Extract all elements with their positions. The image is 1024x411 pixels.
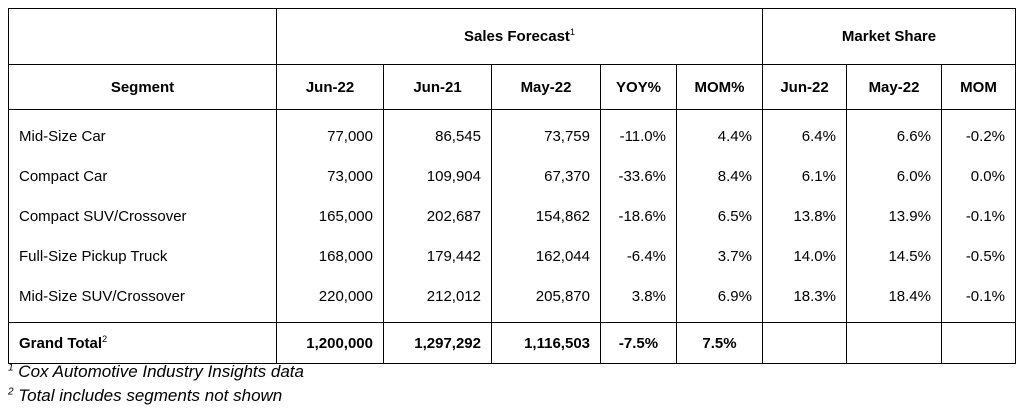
col-header-share-may22: May-22 <box>846 64 942 110</box>
footnote-2: 2 Total includes segments not shown <box>8 386 282 406</box>
value-cell: 109,904 <box>383 156 492 196</box>
footnote-1: 1 Cox Automotive Industry Insights data <box>8 362 304 382</box>
table-row: Compact Car 73,000 109,904 67,370 -33.6%… <box>8 156 1016 196</box>
col-header-jun21: Jun-21 <box>383 64 492 110</box>
grand-total-label-cell: Grand Total2 <box>8 322 277 364</box>
segment-cell: Compact SUV/Crossover <box>8 196 277 236</box>
value-cell: 73,759 <box>491 109 601 156</box>
total-value-cell: 1,116,503 <box>491 322 601 364</box>
column-header-row: Segment Jun-22 Jun-21 May-22 YOY% MOM% J… <box>8 64 1016 110</box>
value-cell: 13.8% <box>762 196 847 236</box>
value-cell: -6.4% <box>600 236 677 276</box>
value-cell: 86,545 <box>383 109 492 156</box>
total-value-cell: 1,200,000 <box>276 322 384 364</box>
segment-cell: Mid-Size SUV/Crossover <box>8 276 277 323</box>
value-cell: 162,044 <box>491 236 601 276</box>
value-cell: 0.0% <box>941 156 1016 196</box>
table-row: Full-Size Pickup Truck 168,000 179,442 1… <box>8 236 1016 276</box>
value-cell: 18.3% <box>762 276 847 323</box>
segment-cell: Mid-Size Car <box>8 109 277 156</box>
value-cell: 179,442 <box>383 236 492 276</box>
col-header-share-mom: MOM <box>941 64 1016 110</box>
grand-total-row: Grand Total2 1,200,000 1,297,292 1,116,5… <box>8 322 1016 364</box>
value-cell: 6.5% <box>676 196 763 236</box>
footnote-marker: 2 <box>8 386 14 398</box>
value-cell: 14.0% <box>762 236 847 276</box>
value-cell: 6.4% <box>762 109 847 156</box>
value-cell: -0.1% <box>941 276 1016 323</box>
value-cell: 168,000 <box>276 236 384 276</box>
value-cell: 6.6% <box>846 109 942 156</box>
value-cell: -0.2% <box>941 109 1016 156</box>
value-cell: 220,000 <box>276 276 384 323</box>
value-cell: 3.7% <box>676 236 763 276</box>
value-cell: -0.5% <box>941 236 1016 276</box>
col-header-yoy: YOY% <box>600 64 677 110</box>
col-header-may22: May-22 <box>491 64 601 110</box>
value-cell: 6.1% <box>762 156 847 196</box>
table-row: Mid-Size SUV/Crossover 220,000 212,012 2… <box>8 276 1016 323</box>
value-cell: 77,000 <box>276 109 384 156</box>
col-header-jun22: Jun-22 <box>276 64 384 110</box>
sales-forecast-label: Sales Forecast <box>464 28 570 45</box>
value-cell: 6.0% <box>846 156 942 196</box>
value-cell: 18.4% <box>846 276 942 323</box>
sales-forecast-table: Sales Forecast1 Market Share Segment Jun… <box>8 8 1016 364</box>
total-value-cell: -7.5% <box>600 322 677 364</box>
footnote-ref: 2 <box>102 333 108 344</box>
value-cell: 205,870 <box>491 276 601 323</box>
empty-corner-cell <box>8 8 277 65</box>
value-cell: -33.6% <box>600 156 677 196</box>
total-value-cell <box>846 322 942 364</box>
value-cell: -11.0% <box>600 109 677 156</box>
total-value-cell: 1,297,292 <box>383 322 492 364</box>
total-value-cell <box>941 322 1016 364</box>
value-cell: 154,862 <box>491 196 601 236</box>
sales-forecast-group-header: Sales Forecast1 <box>276 8 763 65</box>
value-cell: 212,012 <box>383 276 492 323</box>
table-row: Compact SUV/Crossover 165,000 202,687 15… <box>8 196 1016 236</box>
footnote-text: Total includes segments not shown <box>13 386 283 405</box>
grand-total-label: Grand Total <box>19 334 103 352</box>
value-cell: 3.8% <box>600 276 677 323</box>
value-cell: 165,000 <box>276 196 384 236</box>
col-header-share-jun22: Jun-22 <box>762 64 847 110</box>
col-header-mom-pct: MOM% <box>676 64 763 110</box>
col-header-segment: Segment <box>8 64 277 110</box>
footnote-text: Cox Automotive Industry Insights data <box>13 362 304 381</box>
value-cell: 202,687 <box>383 196 492 236</box>
footnote-ref: 1 <box>569 27 575 37</box>
segment-cell: Full-Size Pickup Truck <box>8 236 277 276</box>
segment-cell: Compact Car <box>8 156 277 196</box>
value-cell: -0.1% <box>941 196 1016 236</box>
group-header-row: Sales Forecast1 Market Share <box>8 8 1016 65</box>
value-cell: 4.4% <box>676 109 763 156</box>
market-share-label: Market Share <box>841 28 937 45</box>
footnote-marker: 1 <box>8 362 14 374</box>
value-cell: 73,000 <box>276 156 384 196</box>
value-cell: 8.4% <box>676 156 763 196</box>
value-cell: 67,370 <box>491 156 601 196</box>
value-cell: 14.5% <box>846 236 942 276</box>
total-value-cell <box>762 322 847 364</box>
total-value-cell: 7.5% <box>676 322 763 364</box>
market-share-group-header: Market Share <box>762 8 1016 65</box>
table-row: Mid-Size Car 77,000 86,545 73,759 -11.0%… <box>8 109 1016 156</box>
value-cell: -18.6% <box>600 196 677 236</box>
value-cell: 13.9% <box>846 196 942 236</box>
value-cell: 6.9% <box>676 276 763 323</box>
